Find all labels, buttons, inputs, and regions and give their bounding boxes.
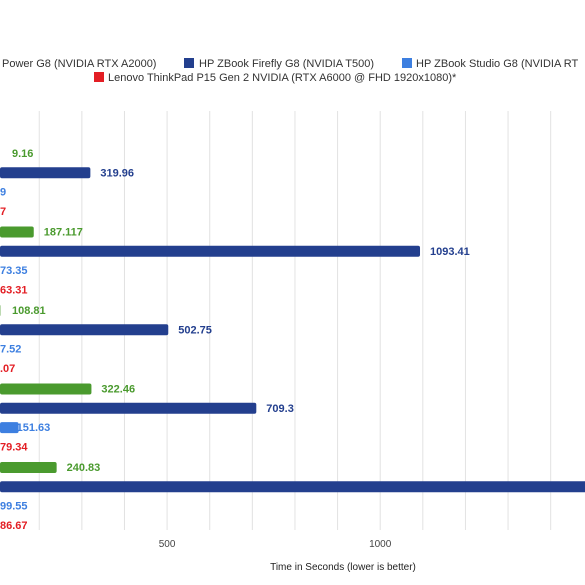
data-label-g3-s1: 709.3 xyxy=(266,403,294,415)
bar-g3-s2 xyxy=(0,422,19,434)
bar-g4-s1 xyxy=(0,481,585,493)
legend-label-1: HP ZBook Firefly G8 (NVIDIA T500) xyxy=(199,58,374,70)
bar-g2-s1 xyxy=(0,324,169,336)
data-label-g3-s3: 79.34 xyxy=(0,441,28,453)
x-axis-ticks: 5001000150 xyxy=(159,539,585,550)
legend-label-2: HP ZBook Studio G8 (NVIDIA RT xyxy=(416,58,578,70)
data-label-g0-s3: 7 xyxy=(0,206,6,218)
data-label-g1-s3: 63.31 xyxy=(0,284,28,296)
legend-swatch-3 xyxy=(94,72,104,82)
bar-g3-s1 xyxy=(0,402,257,414)
bar-g1-s0 xyxy=(0,226,34,238)
data-label-g4-s2: 99.55 xyxy=(0,501,28,513)
bar-g4-s0 xyxy=(0,462,57,473)
data-label-g2-s3: .07 xyxy=(0,363,15,375)
data-label-g3-s0: 322.46 xyxy=(101,384,135,396)
data-label-g2-s2: 7.52 xyxy=(0,344,21,356)
data-label-g0-s2: 9 xyxy=(0,187,6,199)
x-tick-label: 500 xyxy=(159,539,176,550)
data-label-g0-s0: 9.16 xyxy=(12,148,33,160)
x-tick-label: 1000 xyxy=(369,539,392,550)
data-label-g2-s0: 108.81 xyxy=(12,305,46,317)
data-label-g4-s0: 240.83 xyxy=(67,462,101,474)
data-label-g1-s0: 187.117 xyxy=(44,227,83,239)
data-label-g2-s1: 502.75 xyxy=(178,324,212,336)
legend-swatch-2 xyxy=(402,58,412,68)
legend-label-0: Power G8 (NVIDIA RTX A2000) xyxy=(2,58,156,70)
data-label-g0-s1: 319.96 xyxy=(100,167,134,179)
chart-bars: 9.16 319.96 9 7 187.117 1093.41 73.35 63.31 108.… xyxy=(0,148,585,532)
data-label-g1-s1: 1093.41 xyxy=(430,246,470,258)
legend-label-3: Lenovo ThinkPad P15 Gen 2 NVIDIA (RTX A6… xyxy=(108,72,457,84)
legend-swatch-1 xyxy=(184,58,194,68)
bar-g0-s1 xyxy=(0,167,91,179)
chart-legend: Power G8 (NVIDIA RTX A2000) HP ZBook Fire… xyxy=(2,58,578,84)
bar-g3-s0 xyxy=(0,383,92,395)
data-label-g4-s3: 86.67 xyxy=(0,520,28,532)
x-axis-title: Time in Seconds (lower is better) xyxy=(270,562,416,573)
bar-g1-s1 xyxy=(0,245,421,257)
data-label-g3-s2: 151.63 xyxy=(17,422,51,434)
chart-grid xyxy=(38,111,552,530)
data-label-g1-s2: 73.35 xyxy=(0,265,28,277)
